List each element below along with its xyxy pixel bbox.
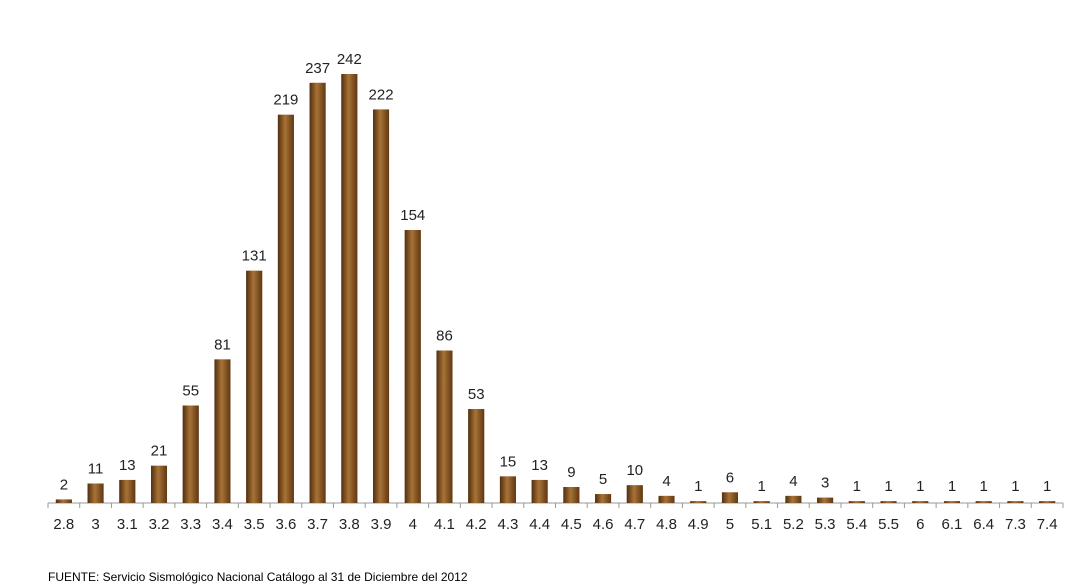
bar-shine: [912, 501, 929, 503]
x-tick-label: 5.1: [751, 516, 772, 533]
bar-shine: [1007, 501, 1024, 503]
data-label: 242: [337, 51, 362, 68]
x-tick-label: 3.6: [275, 516, 296, 533]
bar-shine: [468, 409, 485, 503]
x-tick-label: 3.7: [307, 516, 328, 533]
data-label: 86: [436, 328, 453, 345]
data-label: 10: [626, 462, 643, 479]
bar-shine: [943, 501, 960, 503]
bar-shine: [563, 487, 580, 503]
bar-shine: [626, 485, 643, 503]
data-label: 1: [694, 478, 702, 495]
bar-shine: [404, 230, 421, 503]
data-label: 13: [119, 457, 136, 474]
data-label: 237: [305, 60, 330, 77]
x-tick-label: 6: [916, 516, 924, 533]
data-label: 1: [980, 478, 988, 495]
x-tick-label: 7.3: [1005, 516, 1026, 533]
source-note: FUENTE: Servicio Sismológico Nacional Ca…: [48, 570, 468, 584]
x-tick-label: 5.2: [783, 516, 804, 533]
x-tick-label: 3.9: [371, 516, 392, 533]
bar-shine: [214, 359, 231, 503]
data-label: 15: [500, 453, 517, 470]
bar-shine: [753, 501, 770, 503]
bar-shine: [880, 501, 897, 503]
bar-shine: [1039, 501, 1056, 503]
data-label: 1: [884, 478, 892, 495]
x-tick-label: 5: [726, 516, 734, 533]
bar-shine: [151, 465, 168, 503]
data-label: 6: [726, 469, 734, 486]
x-tick-label: 4.2: [466, 516, 487, 533]
data-label: 154: [400, 207, 425, 224]
data-label: 4: [789, 473, 797, 490]
bar-shine: [721, 492, 738, 503]
data-label: 1: [853, 478, 861, 495]
bar-shine: [373, 109, 390, 504]
data-label: 1: [948, 478, 956, 495]
data-label: 21: [151, 443, 168, 460]
x-tick-label: 4.8: [656, 516, 677, 533]
data-label: 13: [531, 457, 548, 474]
x-tick-label: 4.4: [529, 516, 550, 533]
bar-shine: [785, 495, 802, 503]
x-tick-label: 3.5: [244, 516, 265, 533]
bar-shine: [436, 350, 453, 503]
x-tick-label: 5.4: [846, 516, 867, 533]
bar-shine: [87, 483, 104, 503]
x-tick-label: 2.8: [53, 516, 74, 533]
bar-shine: [817, 497, 834, 503]
data-label: 1: [1011, 478, 1019, 495]
bar-shine: [499, 476, 516, 503]
bar-shine: [309, 82, 326, 503]
x-tick-label: 4.5: [561, 516, 582, 533]
x-tick-label: 5.5: [878, 516, 899, 533]
x-tick-label: 3.8: [339, 516, 360, 533]
x-tick-label: 7.4: [1037, 516, 1058, 533]
bar-shine: [690, 501, 707, 503]
bar-shine: [975, 501, 992, 503]
x-tick-label: 4: [409, 516, 417, 533]
data-label: 55: [182, 382, 199, 399]
data-label: 81: [214, 336, 231, 353]
data-label: 4: [662, 473, 670, 490]
x-tick-label: 3.3: [180, 516, 201, 533]
bar-shine: [595, 494, 612, 503]
x-tick-label: 3.1: [117, 516, 138, 533]
data-label: 1: [1043, 478, 1051, 495]
x-tick-label: 3.2: [149, 516, 170, 533]
data-label: 11: [88, 460, 104, 477]
bar-shine: [341, 74, 358, 503]
x-tick-label: 3.4: [212, 516, 233, 533]
x-tick-label: 4.1: [434, 516, 455, 533]
x-tick-label: 4.3: [497, 516, 518, 533]
x-tick-label: 6.4: [973, 516, 994, 533]
data-label: 219: [273, 92, 298, 109]
x-tick-label: 6.1: [942, 516, 963, 533]
bar-shine: [531, 479, 548, 503]
x-tick-label: 3: [91, 516, 99, 533]
data-label: 222: [369, 86, 394, 103]
data-label: 3: [821, 475, 829, 492]
x-tick-label: 4.7: [624, 516, 645, 533]
data-label: 131: [242, 248, 267, 265]
x-tick-label: 4.6: [593, 516, 614, 533]
data-label: 2: [60, 476, 68, 493]
data-label: 9: [567, 464, 575, 481]
bar-shine: [848, 501, 865, 503]
bar-shine: [658, 495, 675, 503]
bar-shine: [182, 405, 199, 503]
bar-shine: [246, 270, 263, 503]
data-label: 1: [758, 478, 766, 495]
bar-shine: [119, 479, 136, 503]
bar-shine: [277, 114, 294, 503]
data-label: 1: [916, 478, 924, 495]
data-label: 53: [468, 386, 485, 403]
bar-shine: [55, 499, 72, 503]
x-tick-label: 4.9: [688, 516, 709, 533]
data-label: 5: [599, 471, 607, 488]
x-tick-label: 5.3: [815, 516, 836, 533]
